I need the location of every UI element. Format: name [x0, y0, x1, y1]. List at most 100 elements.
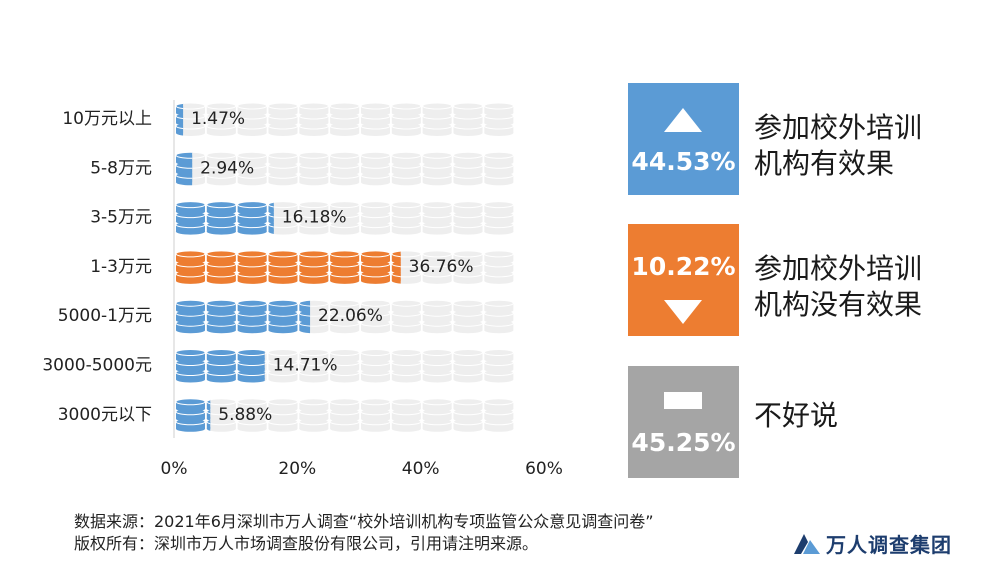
background-coin-icon: [453, 151, 483, 186]
background-coin-icon: [453, 250, 483, 284]
coin-icon: [268, 250, 298, 284]
coin-icon: [237, 299, 268, 334]
background-coin-icon: [298, 201, 329, 235]
background-coin-icon: [329, 398, 360, 432]
coin-row: [175, 201, 514, 235]
coin-icon: [206, 349, 237, 383]
background-coin-icon: [298, 349, 329, 383]
bar-coins: [175, 349, 265, 383]
triangle-up-icon: [664, 108, 702, 132]
summary-value: 10.22%: [631, 252, 736, 281]
background-coin-icon: [268, 201, 298, 235]
category-label: 5000-1万元: [58, 306, 152, 326]
background-coin-icon: [268, 398, 298, 432]
background-coin-icon: [237, 398, 268, 432]
category-label: 3000元以下: [58, 405, 152, 425]
data-label: 14.71%: [273, 356, 338, 376]
background-coin-icon: [422, 398, 453, 432]
background-coin-icon: [206, 151, 237, 186]
background-coin-icon: [391, 201, 422, 235]
coin-icon: [298, 299, 311, 334]
bar-coins: [175, 299, 311, 334]
summary-label-not-effective: 参加校外培训 机构没有效果: [754, 252, 923, 321]
summary-box-unsure: 45.25%: [628, 366, 739, 478]
x-tick-label: 40%: [402, 459, 440, 479]
category-label: 10万元以上: [62, 109, 152, 129]
background-coin-icon: [268, 349, 298, 383]
logo-text: 万人调查集团: [826, 532, 952, 557]
background-coin-icon: [360, 398, 391, 432]
data-label: 16.18%: [282, 208, 347, 228]
coin-icon: [175, 151, 193, 186]
category-label: 3000-5000元: [42, 356, 152, 376]
x-tick-label: 0%: [161, 459, 188, 479]
background-coin-icon: [483, 299, 514, 334]
background-coin-icon: [453, 349, 483, 383]
coin-row: [175, 250, 514, 284]
coin-icon: [206, 201, 237, 235]
background-coin-icon: [175, 102, 206, 136]
coin-icon: [206, 399, 211, 431]
coin-icon: [175, 398, 206, 432]
coin-icon: [175, 250, 206, 284]
background-coin-icon: [329, 102, 360, 136]
background-coin-icon: [298, 151, 329, 186]
coin-row: [175, 398, 514, 432]
data-label: 5.88%: [218, 405, 272, 425]
background-coin-icon: [391, 299, 422, 334]
bar-coins: [175, 102, 184, 136]
coin-icon: [175, 201, 206, 235]
background-coin-icon: [422, 102, 453, 136]
coin-icon: [206, 299, 237, 334]
background-coin-icon: [483, 250, 514, 284]
background-coin-icon: [483, 102, 514, 136]
background-coin-icon: [237, 102, 268, 136]
summary-label-effective: 参加校外培训 机构有效果: [754, 111, 923, 180]
triangle-down-icon: [664, 300, 702, 324]
background-coin-icon: [483, 151, 514, 186]
summary-value: 44.53%: [631, 147, 736, 176]
background-coin-icon: [206, 398, 237, 432]
summary-box-not-effective: 10.22%: [628, 224, 739, 336]
logo-mark-icon: [792, 528, 822, 558]
summary-label-unsure: 不好说: [754, 399, 839, 432]
background-coin-icon: [422, 201, 453, 235]
category-label: 1-3万元: [90, 257, 152, 277]
data-label: 36.76%: [409, 257, 474, 277]
bar-coins: [175, 201, 274, 235]
background-coin-icon: [298, 398, 329, 432]
summary-box-effective: 44.53%: [628, 83, 739, 195]
data-label: 22.06%: [318, 306, 383, 326]
background-coin-icon: [329, 201, 360, 235]
x-tick-label: 60%: [525, 459, 563, 479]
coin-icon: [391, 250, 401, 284]
coin-icon: [268, 201, 274, 234]
background-coin-icon: [329, 349, 360, 383]
data-source-note: 数据来源：2021年6月深圳市万人调查“校外培训机构专项监管公众意见调查问卷”: [74, 512, 654, 531]
coin-icon: [237, 201, 268, 235]
background-coin-icon: [206, 102, 237, 136]
coin-icon: [268, 299, 298, 334]
background-coin-icon: [360, 201, 391, 235]
company-logo: 万人调查集团: [792, 528, 952, 558]
background-coin-icon: [422, 299, 453, 334]
coin-icon: [237, 250, 268, 284]
background-coin-icon: [391, 151, 422, 186]
coin-icon: [329, 250, 360, 284]
background-coin-icon: [360, 299, 391, 334]
category-label: 3-5万元: [90, 208, 152, 228]
background-coin-icon: [391, 398, 422, 432]
background-coin-icon: [329, 151, 360, 186]
background-coin-icon: [237, 151, 268, 186]
coin-row: [175, 102, 514, 136]
background-coin-icon: [453, 102, 483, 136]
background-coin-icon: [453, 299, 483, 334]
background-coin-icon: [298, 102, 329, 136]
coin-row: [175, 151, 514, 186]
background-coin-icon: [268, 102, 298, 136]
background-coin-icon: [268, 151, 298, 186]
copyright-note: 版权所有：深圳市万人市场调查股份有限公司，引用请注明来源。: [74, 534, 539, 553]
background-coin-icon: [453, 398, 483, 432]
background-coin-icon: [422, 151, 453, 186]
bar-coins: [175, 398, 211, 432]
